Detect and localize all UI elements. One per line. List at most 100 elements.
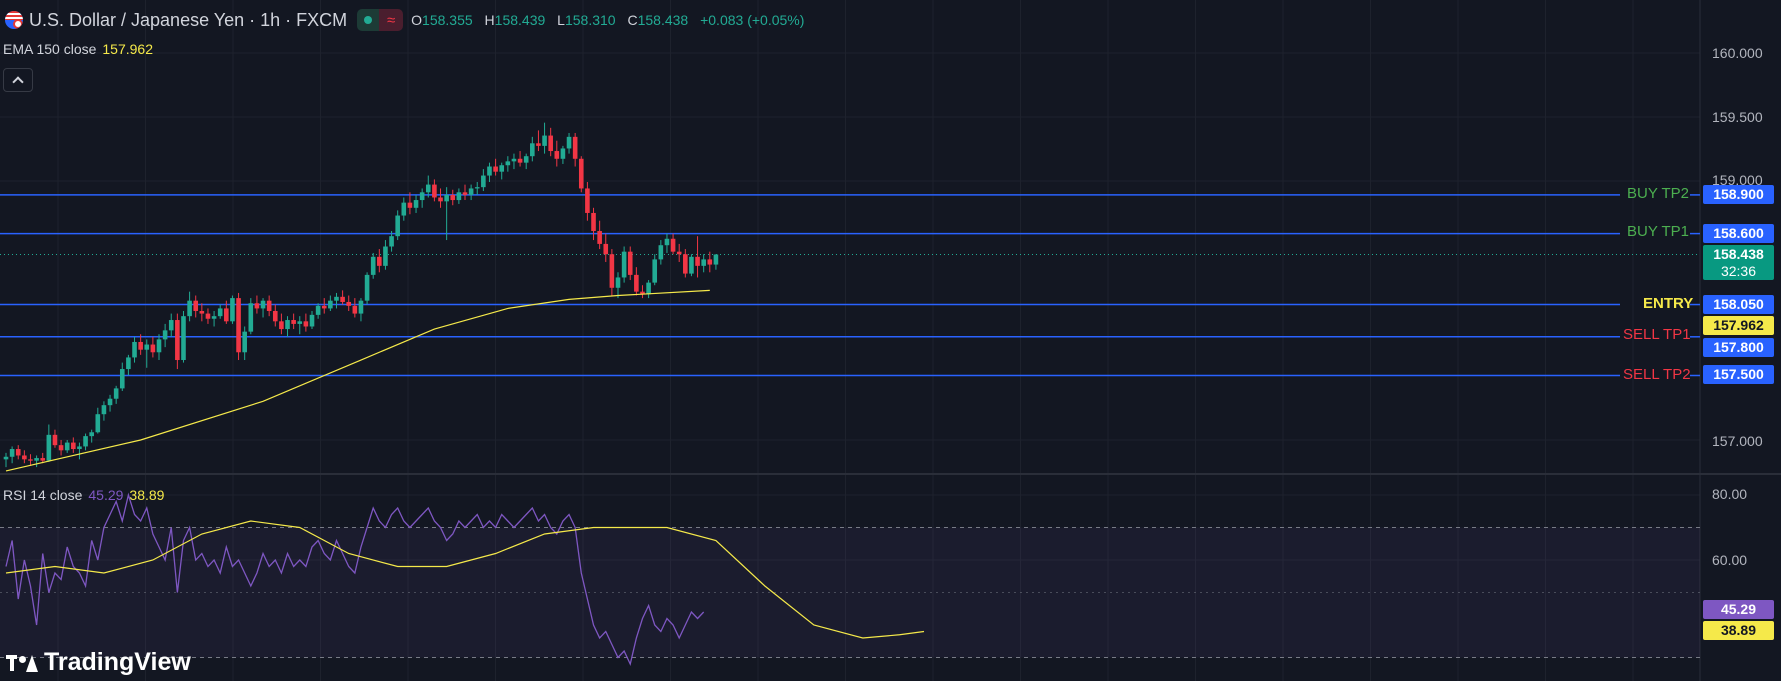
candle-body [566, 136, 572, 149]
tradingview-logo[interactable]: TradingView [6, 648, 191, 677]
candle-body [389, 236, 394, 247]
candle-body [315, 305, 321, 315]
candle-body [634, 274, 639, 292]
candle-body [670, 238, 676, 252]
candle-body [40, 458, 46, 461]
candle-body [34, 458, 39, 461]
level-tag-entry[interactable]: 158.050 [1703, 295, 1774, 314]
candle-body [83, 436, 88, 447]
candle-body [28, 459, 33, 461]
candle-body [591, 212, 596, 232]
symbol-title[interactable]: U.S. Dollar / Japanese Yen · 1h · FXCM [29, 9, 348, 30]
candle-body [658, 245, 664, 260]
tradingview-logo-icon [6, 652, 38, 674]
candle-body [425, 184, 431, 193]
candle-body [627, 251, 633, 275]
candle-body [383, 246, 388, 266]
level-tag-sell-tp2[interactable]: 157.500 [1703, 365, 1774, 384]
level-label-entry: ENTRY [1643, 295, 1694, 312]
candle-body [548, 135, 553, 152]
candle-body [144, 344, 150, 350]
candle-body [242, 331, 247, 353]
candle-body [328, 300, 333, 309]
current-price-tag[interactable]: 158.438 32:36 [1703, 245, 1774, 280]
candle-body [119, 369, 125, 389]
collapse-legend-button[interactable] [3, 68, 33, 92]
candle-body [419, 192, 425, 201]
candle-body [578, 158, 584, 189]
candle-body [364, 274, 370, 301]
market-status[interactable]: ≈ [357, 9, 404, 31]
candle-body [474, 187, 480, 189]
level-label-buy-tp2: BUY TP2 [1627, 185, 1689, 202]
candle-body [248, 303, 254, 332]
candle-body [640, 291, 645, 295]
high-label: H [484, 12, 495, 28]
candle-body [101, 405, 107, 415]
candle-body [609, 254, 615, 288]
candle-body [340, 296, 345, 302]
candle-body [358, 300, 364, 314]
candle-body [95, 414, 101, 433]
candle-body [107, 398, 113, 406]
candle-body [603, 243, 609, 255]
candle-body [487, 166, 492, 176]
rsi-ma-value-tag: 38.89 [1703, 621, 1774, 640]
market-open-icon [357, 9, 380, 31]
candle-body [272, 311, 278, 322]
candle-body [187, 300, 192, 317]
tradingview-wordmark: TradingView [44, 648, 191, 676]
candle-body [52, 434, 58, 446]
candles[interactable] [3, 122, 719, 468]
candle-body [199, 311, 205, 314]
high-value: 158.439 [494, 12, 546, 28]
level-lines [0, 194, 1700, 377]
low-value: 158.310 [564, 12, 616, 28]
candle-body [285, 320, 290, 330]
price-axis-label: 159.500 [1712, 109, 1763, 125]
candle-body [230, 298, 235, 322]
candle-body [505, 161, 511, 166]
candle-body [346, 301, 352, 306]
candle-body [193, 300, 199, 311]
candle-body [511, 158, 517, 162]
candle-body [652, 259, 658, 283]
candle-body [150, 344, 156, 353]
candle-body [138, 341, 143, 350]
candle-body [22, 455, 27, 460]
candle-body [481, 175, 486, 188]
open-value: 158.355 [422, 12, 473, 28]
price-axis-label: 160.000 [1712, 45, 1763, 61]
candle-body [517, 158, 523, 163]
candle-body [334, 296, 339, 301]
candle-body [132, 341, 137, 358]
level-tag-buy-tp1[interactable]: 158.600 [1703, 224, 1774, 243]
candle-body [530, 143, 535, 157]
candle-body [554, 151, 560, 159]
level-tag-buy-tp2[interactable]: 158.900 [1703, 185, 1774, 204]
candle-body [291, 320, 296, 324]
low-label: L [557, 12, 565, 28]
rsi-legend[interactable]: RSI 14 close 45.29 38.89 [3, 487, 164, 503]
candle-body [224, 308, 229, 322]
candle-body [58, 445, 64, 451]
candle-body [46, 434, 52, 461]
ema-legend-label: EMA 150 close [3, 41, 97, 57]
ema-legend[interactable]: EMA 150 close 157.962 [3, 41, 153, 57]
candle-body [432, 184, 437, 198]
candle-body [181, 316, 186, 361]
ema-line [5, 289, 710, 472]
candle-body [468, 188, 474, 195]
rsi-legend-value: 45.29 [88, 487, 124, 503]
candle-body [407, 202, 413, 208]
candle-body [352, 305, 358, 314]
candle-body [395, 215, 400, 237]
candle-body [211, 316, 217, 319]
ohlc-readout: O158.355 H158.439 L158.310 C158.438 +0.0… [411, 12, 812, 28]
level-tag-sell-tp1[interactable]: 157.800 [1703, 338, 1774, 357]
open-label: O [411, 12, 423, 28]
candle-body [615, 277, 621, 288]
candle-body [572, 136, 578, 159]
candle-body [175, 320, 180, 361]
